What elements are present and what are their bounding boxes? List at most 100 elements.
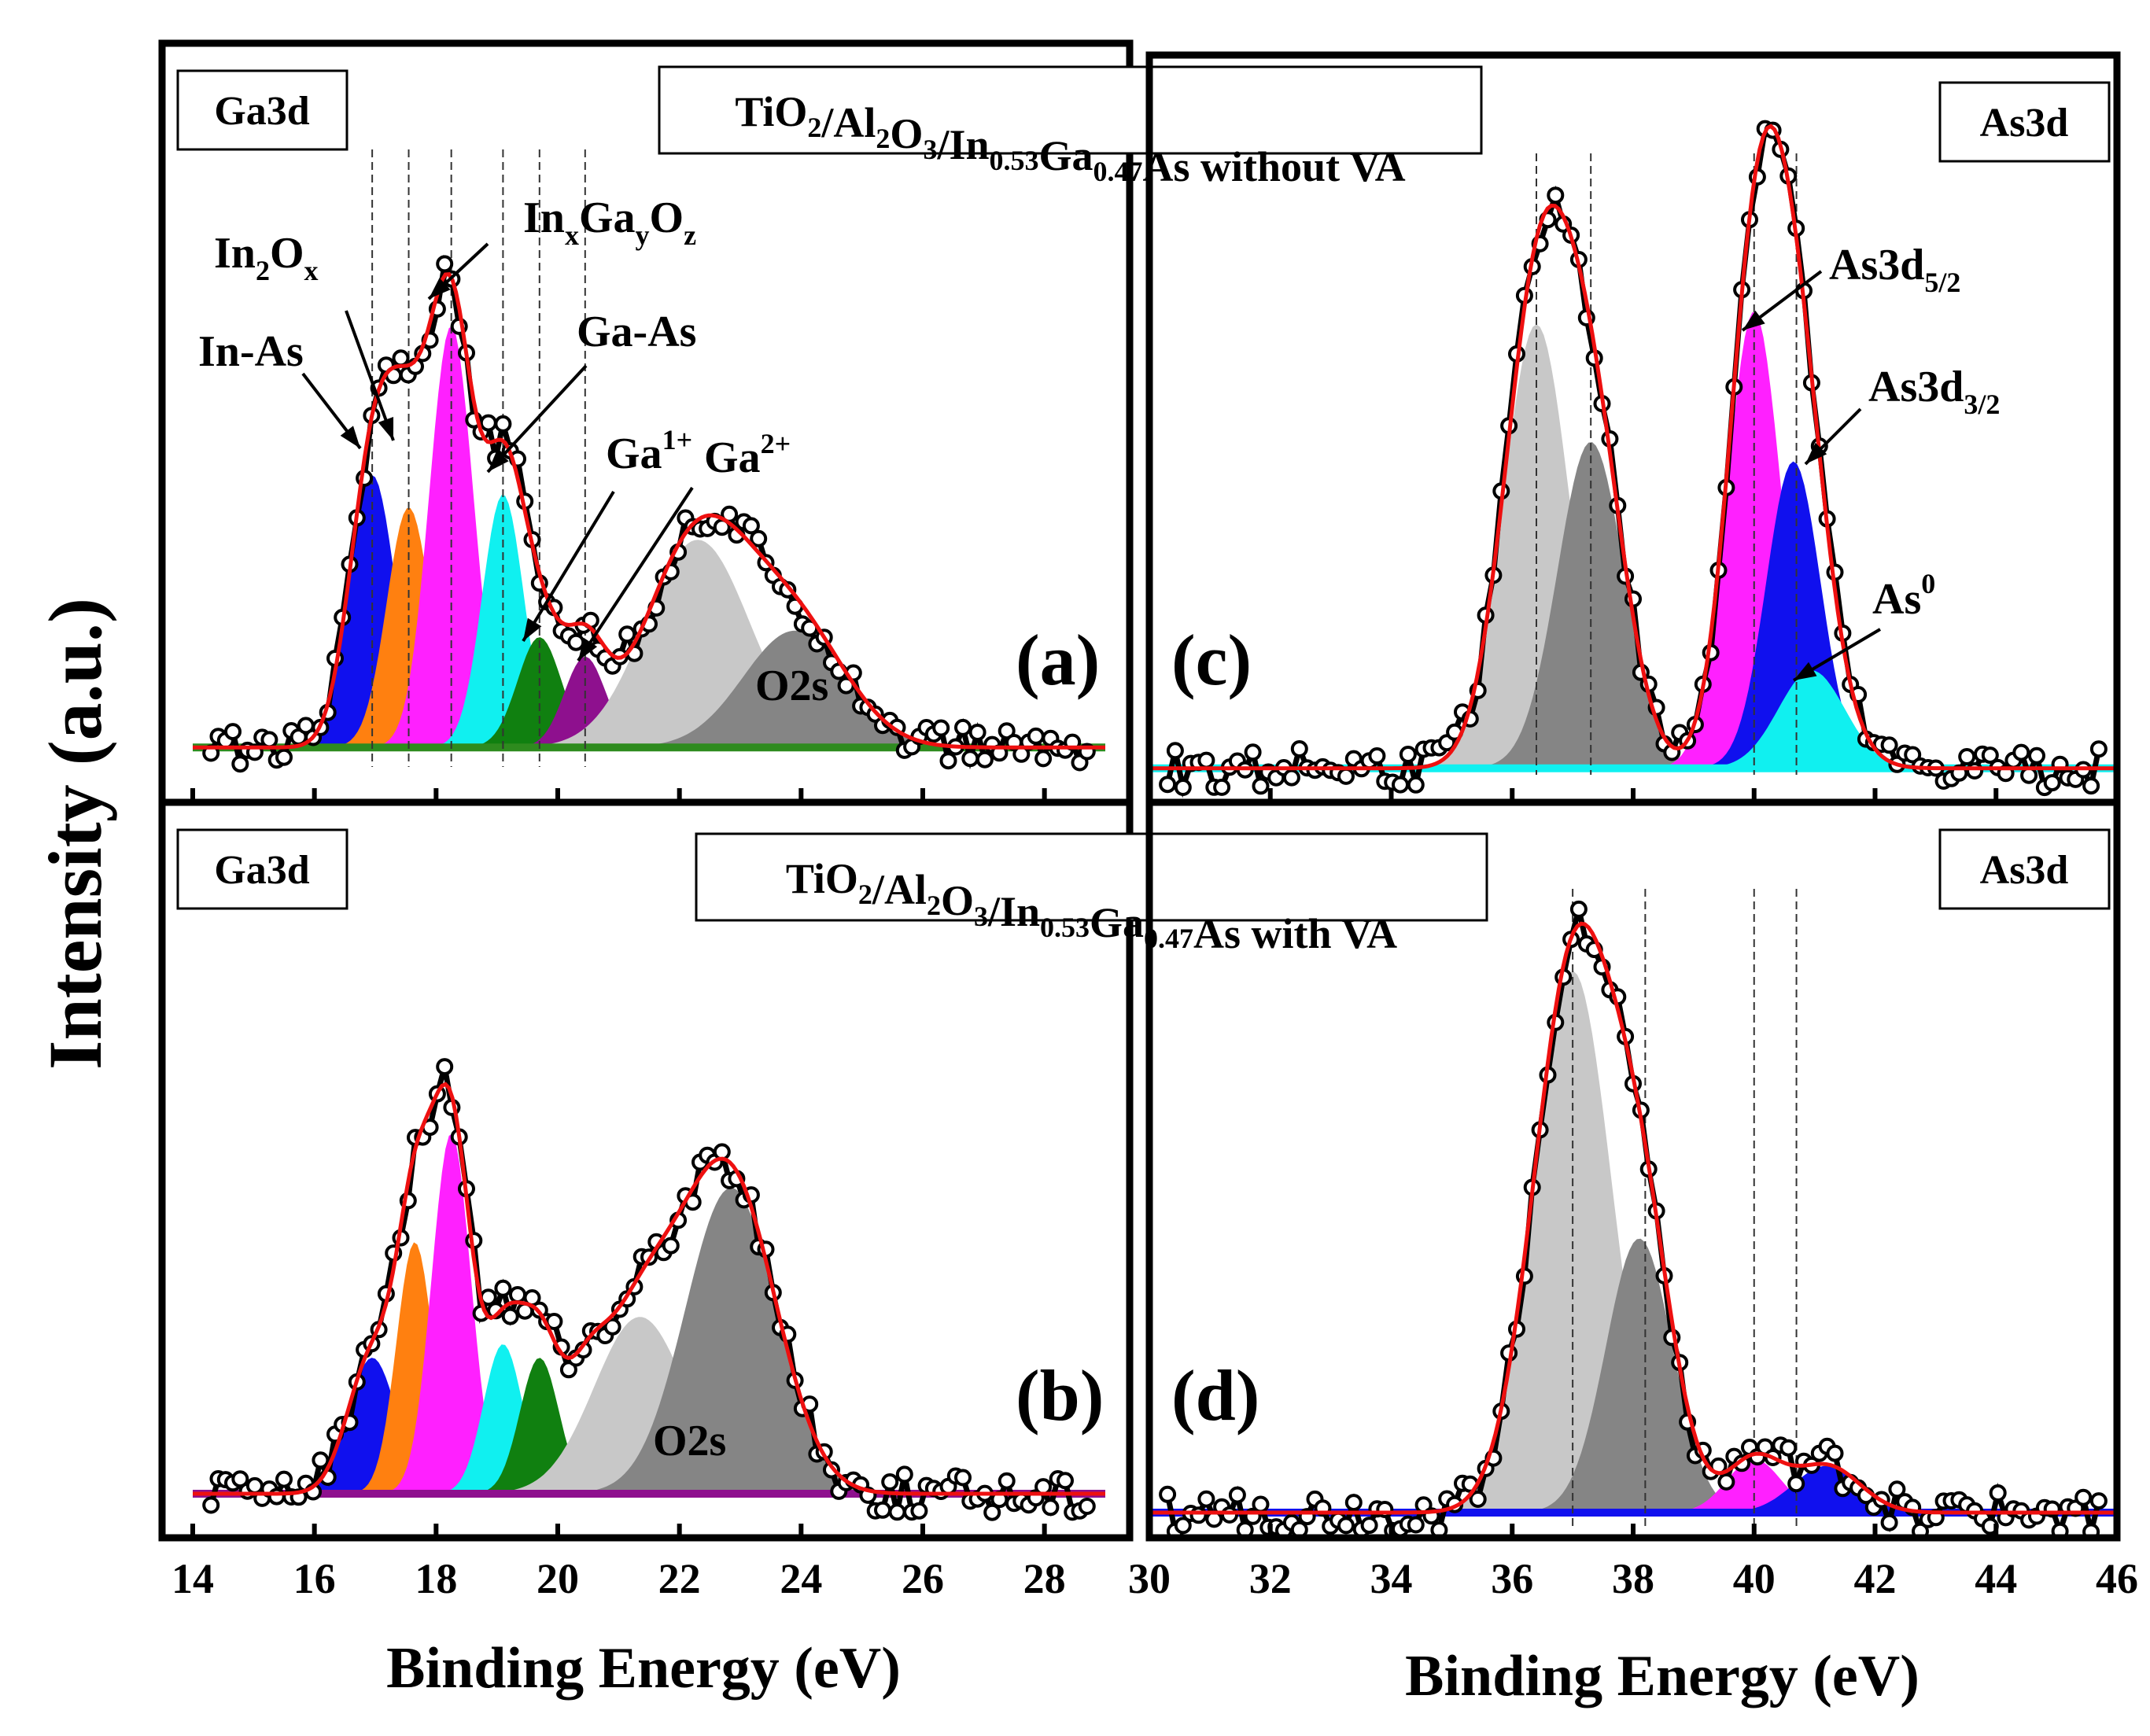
data-point-d-32 (1407, 1516, 1425, 1534)
data-point-b-107 (983, 1503, 1001, 1521)
data-point-c-31 (1399, 746, 1417, 763)
data-point-d-2 (1174, 1517, 1192, 1535)
core-level-label-c: As3d (1980, 101, 2069, 146)
data-point-c-0 (1159, 776, 1177, 794)
x-tick-label-b-1: 16 (293, 1555, 336, 1602)
data-point-a-114 (1034, 750, 1053, 768)
data-point-b-15 (312, 1451, 330, 1469)
data-point-c-11 (1244, 743, 1262, 761)
panel-label-d: (d) (1171, 1355, 1259, 1436)
data-point-d-118 (2074, 1488, 2093, 1506)
arrow-ga2-head (578, 637, 598, 661)
data-point-b-92 (874, 1501, 891, 1519)
fit-curve-d (1149, 921, 2117, 1515)
data-point-c-30 (1392, 776, 1409, 794)
data-point-a-3 (224, 723, 242, 741)
data-point-a-75 (750, 529, 768, 547)
data-point-c-104 (1966, 762, 1984, 780)
arrow-as3d52-head (1742, 310, 1765, 330)
x-tick-label-b-0: 14 (171, 1555, 214, 1602)
data-point-d-8 (1221, 1506, 1238, 1524)
component-peak-a-6 (193, 540, 1105, 748)
data-point-d-4 (1189, 1506, 1208, 1524)
data-point-c-50 (1547, 186, 1565, 205)
data-point-c-16 (1282, 768, 1300, 787)
x-tick-label-b-4: 22 (658, 1555, 701, 1602)
x-tick-label-b-7: 28 (1023, 1555, 1066, 1602)
data-point-c-96 (1904, 746, 1922, 764)
data-point-c-1 (1166, 742, 1184, 760)
data-point-d-86 (1826, 1444, 1844, 1462)
data-point-b-10 (275, 1470, 293, 1488)
sample-title-box-b (695, 832, 1488, 922)
data-point-d-9 (1228, 1486, 1246, 1504)
panel-label-b: (b) (1016, 1355, 1104, 1436)
data-point-d-53 (1569, 900, 1588, 918)
data-point-a-26 (392, 349, 410, 367)
x-tick-label-d-0: 30 (1128, 1555, 1171, 1602)
data-point-d-0 (1159, 1485, 1177, 1503)
annotation-ga1: Ga1+ (606, 424, 692, 478)
data-point-a-4 (231, 755, 249, 773)
data-point-d-72 (1717, 1472, 1735, 1491)
x-tick-label-b-2: 18 (415, 1555, 457, 1602)
data-point-c-32 (1407, 776, 1425, 794)
component-peak-d-1 (1149, 1238, 2117, 1513)
data-point-d-107 (1989, 1484, 2007, 1502)
data-point-b-63 (662, 1237, 680, 1255)
x-tick-label-d-7: 44 (1975, 1555, 2017, 1602)
data-point-c-27 (1368, 747, 1386, 765)
x-tick-label-b-3: 20 (537, 1555, 579, 1602)
data-point-a-57 (618, 625, 636, 643)
y-axis-label: Intensity (a.u.) (33, 598, 117, 1070)
data-point-b-117 (1057, 1472, 1074, 1490)
component-peak-c-1 (1149, 442, 2117, 768)
x-axis-label-right: Binding Energy (eV) (1405, 1644, 1920, 1708)
core-level-label-a: Ga3d (214, 89, 309, 134)
panel-label-a: (a) (1016, 620, 1100, 700)
x-tick-label-d-4: 38 (1612, 1555, 1654, 1602)
x-tick-label-b-6: 26 (902, 1555, 944, 1602)
data-point-c-110 (2012, 743, 2030, 761)
data-point-a-8 (260, 731, 278, 749)
data-point-d-24 (1344, 1494, 1363, 1512)
annotation-in2ox: In2Ox (214, 229, 319, 286)
data-point-d-120 (2089, 1492, 2108, 1510)
x-tick-label-d-2: 34 (1370, 1555, 1413, 1602)
arrow-in-as-head (340, 426, 360, 448)
annotation-ga2: Ga2+ (704, 428, 791, 482)
data-point-a-32 (436, 255, 454, 273)
data-point-d-5 (1197, 1490, 1215, 1508)
panel-d: (d) As3d 30 32 34 36 38 40 42 44 46 (1128, 798, 2138, 1602)
data-point-c-12 (1252, 777, 1270, 795)
data-point-a-106 (975, 750, 994, 768)
data-point-c-111 (2020, 766, 2038, 784)
core-level-box-a (176, 69, 348, 151)
data-point-b-32 (436, 1058, 454, 1076)
annotation-o2s-b: O2s (653, 1417, 726, 1465)
fit-curve-a (193, 271, 1105, 750)
data-point-b-40 (494, 1279, 512, 1297)
annotation-layer: In-As In2Ox InxGayOz Ga-As Ga1+ Ga2+ O2s O2s As3… (198, 194, 2000, 1465)
data-point-d-94 (1888, 1480, 1906, 1498)
core-level-label-d: As3d (1980, 848, 2069, 893)
data-point-d-40 (1469, 1491, 1487, 1508)
annotation-in-as: In-As (198, 327, 304, 376)
data-point-c-120 (2089, 740, 2108, 758)
data-point-b-94 (888, 1503, 906, 1521)
data-point-c-119 (2082, 777, 2100, 795)
arrow-ga1 (522, 490, 615, 643)
core-level-label-b: Ga3d (214, 848, 309, 893)
arrow-in2ox-head (378, 417, 394, 440)
data-point-b-109 (998, 1472, 1016, 1490)
panel-a: (a) Ga3d TiO2/Al2O3/In0.53Ga0.47As without… (158, 39, 1483, 806)
sample-title-a: TiO2/Al2O3/In0.53Ga0.47As without VA (735, 88, 1405, 190)
annotation-o2s-a: O2s (755, 662, 828, 710)
data-point-c-93 (1880, 736, 1898, 754)
core-level-box-c (1938, 81, 2111, 163)
data-point-b-115 (1042, 1498, 1060, 1517)
data-point-c-114 (2043, 774, 2061, 792)
data-point-c-17 (1290, 740, 1308, 757)
x-tick-label-b-5: 24 (780, 1555, 822, 1602)
core-level-box-d (1938, 828, 2111, 910)
